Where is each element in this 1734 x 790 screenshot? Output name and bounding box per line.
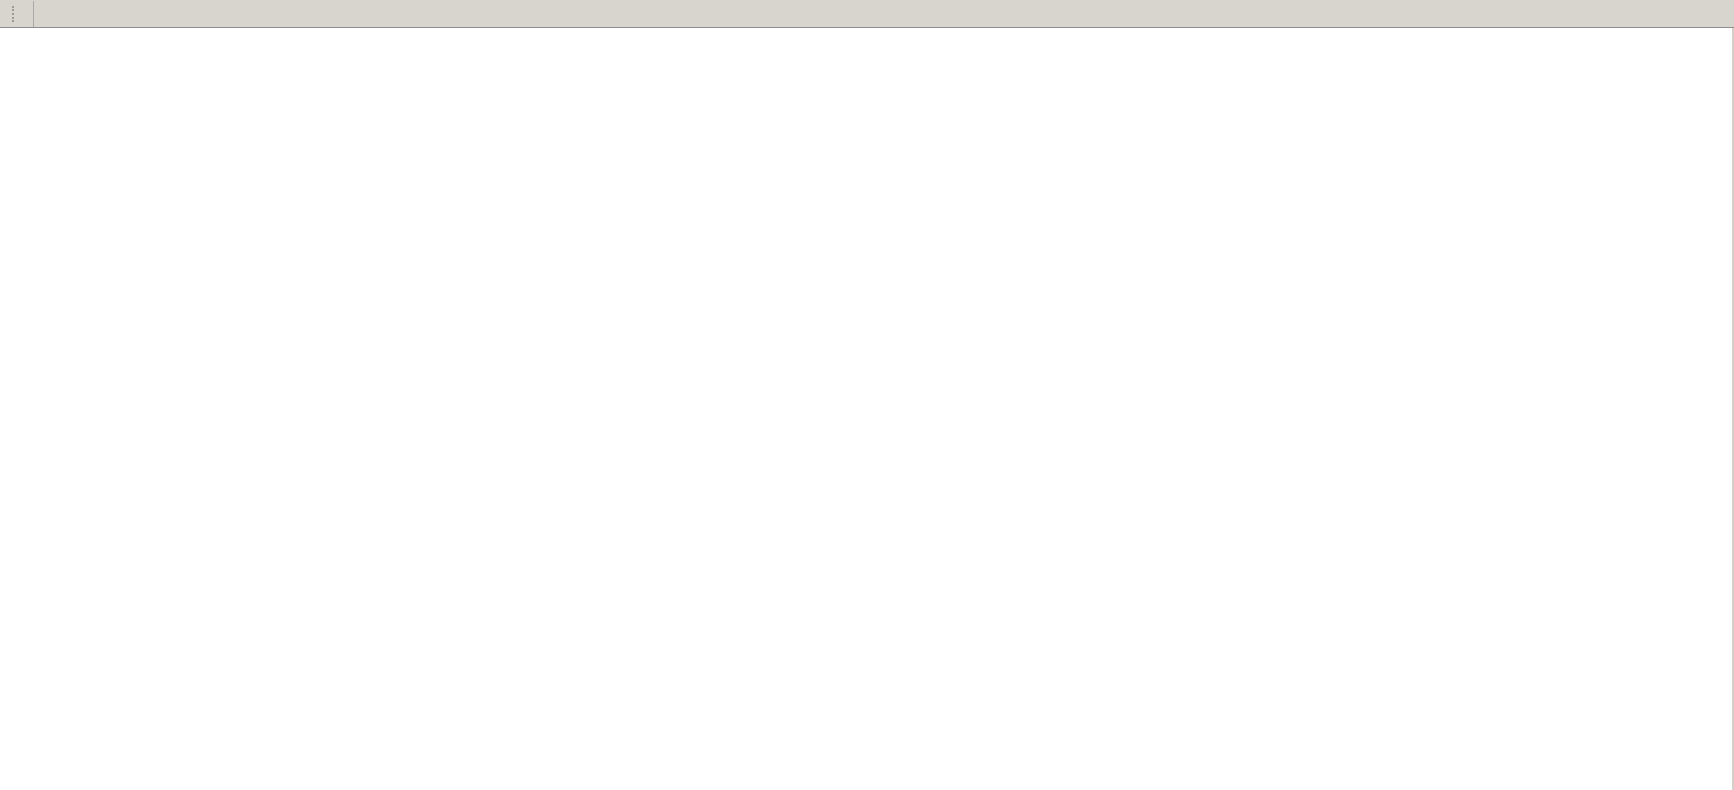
- window-right-edge: [1732, 28, 1734, 790]
- toolbar-separator: [33, 0, 34, 27]
- toolbar-grip-handle[interactable]: [12, 5, 15, 22]
- toolbar: [0, 0, 1734, 28]
- chart-title: [12, 31, 17, 42]
